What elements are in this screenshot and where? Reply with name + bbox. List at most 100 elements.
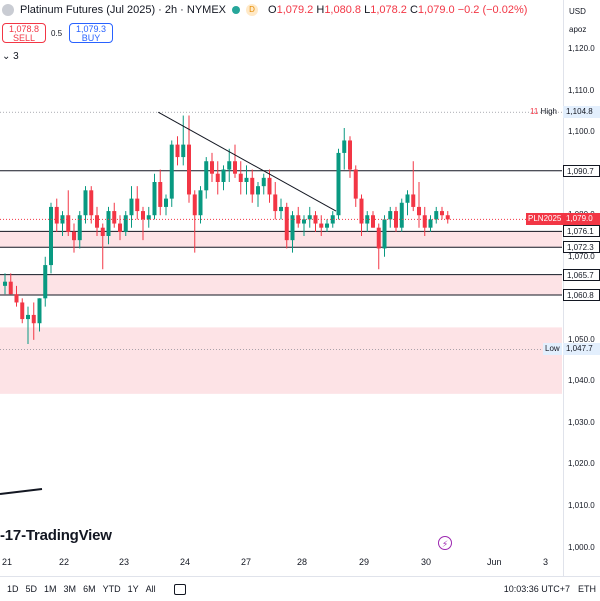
candle[interactable]	[422, 206, 427, 236]
candle[interactable]	[233, 144, 237, 178]
scale-mode[interactable]: apoz	[569, 25, 587, 34]
range-ytd-button[interactable]: YTD	[102, 584, 121, 594]
indicators-toggle[interactable]: ⌄ 3	[2, 51, 19, 62]
candle[interactable]	[66, 190, 71, 236]
session-button[interactable]: ETH	[578, 584, 596, 594]
range-1y-button[interactable]: 1Y	[127, 584, 139, 594]
range-3m-button[interactable]: 3M	[63, 584, 77, 594]
candle[interactable]	[296, 206, 301, 228]
candle[interactable]	[221, 165, 226, 191]
candle[interactable]	[187, 115, 191, 203]
candle[interactable]	[238, 161, 243, 195]
candle[interactable]	[175, 136, 180, 166]
candle[interactable]	[428, 215, 433, 232]
price-zone[interactable]	[0, 231, 562, 248]
price-axis[interactable]	[563, 0, 600, 576]
candle[interactable]	[313, 211, 318, 232]
clock-timezone[interactable]: 10:03:36 UTC+7	[503, 584, 570, 594]
candle[interactable]	[135, 186, 140, 220]
candle[interactable]	[20, 298, 25, 324]
candle[interactable]	[325, 219, 329, 232]
candle[interactable]	[169, 140, 174, 207]
symbol-title[interactable]: Platinum Futures (Jul 2025) · 2h · NYMEX	[20, 4, 227, 16]
candle[interactable]	[83, 186, 88, 224]
sell-button[interactable]: 1,078.8 SELL	[2, 23, 46, 43]
candle[interactable]	[440, 206, 444, 220]
candle[interactable]	[227, 148, 232, 182]
range-all-button[interactable]: All	[145, 584, 156, 594]
drawing-stroke[interactable]	[0, 488, 43, 495]
candle[interactable]	[54, 198, 59, 232]
candle[interactable]	[261, 173, 266, 195]
trendline[interactable]	[158, 111, 337, 212]
candle[interactable]	[244, 165, 249, 195]
candle[interactable]	[198, 186, 203, 224]
calendar-icon[interactable]	[173, 583, 186, 595]
range-6m-button[interactable]: 6M	[83, 584, 96, 594]
candle[interactable]	[37, 298, 42, 332]
candle[interactable]	[106, 206, 111, 245]
candle[interactable]	[72, 223, 76, 253]
data-status-badge[interactable]: D	[246, 4, 259, 16]
candle[interactable]	[273, 182, 278, 220]
candle[interactable]	[3, 273, 7, 295]
candle[interactable]	[210, 152, 214, 182]
candle[interactable]	[204, 157, 209, 199]
candle[interactable]	[95, 206, 99, 236]
candle[interactable]	[89, 186, 94, 224]
candle[interactable]	[192, 190, 197, 253]
candle[interactable]	[353, 165, 358, 207]
candle[interactable]	[405, 190, 410, 216]
candle[interactable]	[164, 194, 168, 216]
candle[interactable]	[256, 182, 260, 207]
buy-button[interactable]: 1,079.3 BUY	[69, 23, 113, 43]
candle[interactable]	[290, 211, 295, 253]
candle[interactable]	[279, 198, 283, 220]
candle[interactable]	[348, 136, 352, 178]
candle[interactable]	[8, 273, 13, 295]
market-status-icon[interactable]	[232, 6, 241, 14]
candle[interactable]	[49, 202, 53, 274]
candle[interactable]	[60, 211, 65, 236]
candle[interactable]	[319, 215, 324, 236]
lightning-icon[interactable]: ⚡	[438, 536, 452, 550]
candle[interactable]	[100, 223, 105, 270]
candle[interactable]	[302, 215, 306, 236]
range-1d-button[interactable]: 1D	[7, 584, 19, 594]
candle[interactable]	[382, 215, 387, 257]
candle[interactable]	[376, 223, 381, 270]
candle[interactable]	[141, 206, 145, 241]
price-chart[interactable]	[0, 0, 563, 576]
price-zone[interactable]	[0, 274, 562, 295]
candle[interactable]	[359, 194, 364, 236]
range-5d-button[interactable]: 5D	[25, 584, 38, 594]
candle[interactable]	[129, 186, 134, 228]
candle[interactable]	[123, 211, 128, 236]
candle[interactable]	[146, 206, 151, 228]
candle[interactable]	[399, 198, 404, 232]
candle[interactable]	[26, 306, 30, 344]
candle[interactable]	[417, 182, 421, 228]
candle[interactable]	[342, 128, 347, 170]
candle[interactable]	[215, 161, 220, 195]
candle[interactable]	[152, 173, 157, 220]
candle[interactable]	[158, 169, 163, 216]
currency-selector[interactable]: USD	[569, 7, 586, 16]
candle[interactable]	[112, 202, 117, 228]
candle[interactable]	[267, 169, 272, 203]
candle[interactable]	[14, 285, 19, 307]
candle[interactable]	[307, 206, 312, 228]
candle[interactable]	[434, 206, 439, 224]
candle[interactable]	[250, 169, 255, 203]
candle[interactable]	[445, 211, 450, 224]
candle[interactable]	[365, 211, 370, 232]
candle[interactable]	[284, 202, 289, 249]
price-zone[interactable]	[0, 327, 562, 394]
candle[interactable]	[330, 211, 335, 228]
candle[interactable]	[336, 148, 341, 220]
candle[interactable]	[31, 302, 36, 340]
candle[interactable]	[411, 161, 416, 212]
candle[interactable]	[181, 115, 186, 166]
range-1m-button[interactable]: 1M	[44, 584, 57, 594]
candle[interactable]	[43, 256, 48, 307]
